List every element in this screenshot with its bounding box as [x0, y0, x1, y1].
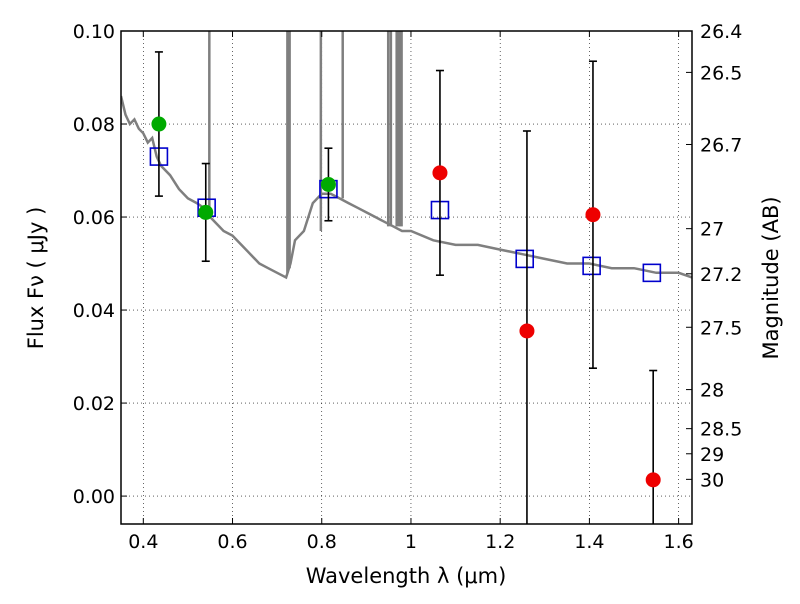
- x-tick-label: 0.4: [128, 531, 158, 553]
- observed-point: [151, 116, 167, 132]
- model-photometry-point: [642, 263, 662, 283]
- plot-contents: [121, 31, 692, 524]
- plot-area: [121, 31, 692, 524]
- x-tick-label: 1.4: [574, 531, 604, 553]
- mag-tick-label: 28: [700, 380, 724, 402]
- observed-point: [519, 323, 535, 339]
- mag-tick-label: 28.5: [700, 419, 742, 441]
- model-photometry-point: [582, 256, 601, 276]
- mag-tick-label: 29: [700, 444, 724, 466]
- mag-tick-label: 26.4: [700, 21, 742, 43]
- mag-tick-label: 27.5: [700, 317, 742, 339]
- x-tick-label: 0.6: [217, 531, 247, 553]
- observed-point: [198, 204, 214, 220]
- model-spectrum-line: [121, 95, 692, 280]
- x-tick-label: 0.8: [307, 531, 337, 553]
- model-photometry-point: [515, 249, 535, 269]
- observed-point: [432, 165, 448, 181]
- mag-tick-label: 27.2: [700, 264, 742, 286]
- y-tick-label: 0.00: [73, 486, 115, 508]
- y-axis-label: Flux Fν ( μJy ): [24, 207, 48, 350]
- grid-lines: [121, 30, 692, 524]
- mag-tick-label: 26.5: [700, 62, 742, 84]
- x-tick-label: 1.2: [485, 531, 515, 553]
- x-tick-label: 1.6: [664, 531, 694, 553]
- y-tick-label: 0.08: [73, 114, 115, 136]
- y-tick-label: 0.02: [73, 393, 115, 415]
- mag-tick-label: 30: [700, 469, 724, 491]
- axes: 0.4 0.6 0.8 1 1.2 1.4 1.6 0.00 0.02 0.04 0.06 0.08 0…: [73, 21, 743, 553]
- observed-point: [585, 207, 601, 223]
- y-axis-right-label: Magnitude (AB): [759, 196, 783, 359]
- y-tick-label: 0.10: [73, 21, 115, 43]
- x-axis-label: Wavelength λ (μm): [306, 564, 507, 588]
- plot-frame: [120, 30, 693, 525]
- x-tick-label: 1: [405, 531, 417, 553]
- mag-tick-label: 26.7: [700, 134, 742, 156]
- observed-point: [320, 176, 336, 192]
- mag-tick-label: 27: [700, 219, 724, 241]
- y-tick-label: 0.04: [73, 300, 115, 322]
- observed-point: [645, 472, 661, 488]
- y-tick-label: 0.06: [73, 207, 115, 229]
